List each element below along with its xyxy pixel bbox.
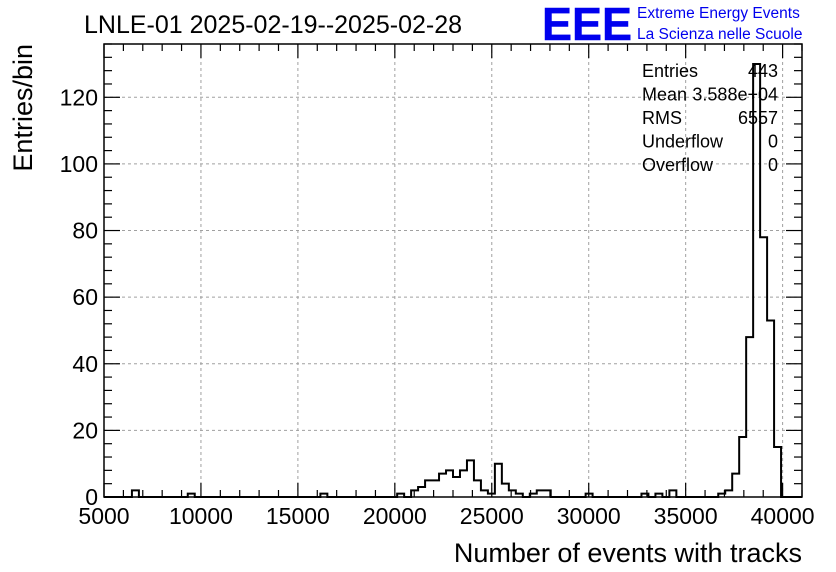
x-tick-label: 25000 [460,503,524,529]
histogram-bin [481,490,488,497]
y-tick-label: 20 [72,417,98,443]
histogram-bin [774,447,781,497]
grid [104,44,802,497]
histogram-bin [537,490,544,497]
x-tick-label: 10000 [169,503,233,529]
x-tick-labels: 5000 10000 15000 20000 25000 30000 35000 40000 [78,503,814,529]
logo-line2: La Scienza nelle Scuole [637,26,802,43]
histogram-bin [418,487,425,497]
histogram-bin [425,480,432,497]
x-axis-label: Number of events with tracks [454,538,802,568]
y-tick-labels: 0 20 40 60 80 100 120 [60,84,98,510]
stats-value: 6557 [738,108,778,128]
stats-label: Entries [642,61,698,81]
histogram-series [104,62,802,498]
histogram-bin [474,480,481,497]
stats-value: 0 [768,132,778,152]
histogram-bin [439,474,446,497]
x-tick-label: 30000 [557,503,621,529]
histogram-bin [739,437,746,497]
y-tick-label: 80 [72,218,98,244]
stats-label: RMS [642,108,682,128]
histogram-bin [502,484,509,497]
histogram-bin [446,470,453,497]
x-tick-label: 35000 [654,503,718,529]
stats-value: 443 [748,61,778,81]
histogram-bin [753,64,760,497]
stats-value: 3.588e+04 [692,85,778,105]
y-axis-label: Entries/bin [8,44,38,172]
stats-label: Mean [642,85,687,105]
histogram-bin [460,470,467,497]
stats-box: Entries 443 Mean 3.588e+04 RMS 6557 Underflow 0… [642,61,778,175]
histogram-bin [725,490,732,497]
y-tick-label: 100 [60,151,98,177]
stats-label: Underflow [642,132,724,152]
histogram-bin [767,320,774,497]
x-tick-label: 15000 [266,503,330,529]
logo-mark: EEE [542,0,632,50]
histogram-bin [732,474,739,497]
x-tick-label: 40000 [751,503,815,529]
y-tick-label: 120 [60,84,98,110]
histogram-bin [132,490,139,497]
histogram-bin [509,490,516,497]
chart-title: LNLE-01 2025-02-19--2025-02-28 [84,11,462,39]
eee-logo: EEE Extreme Energy Events La Scienza nel… [542,0,803,50]
y-tick-label: 0 [85,484,98,510]
histogram-bin [495,464,502,497]
stats-label: Overflow [642,155,714,175]
histogram-outline [104,62,802,498]
plot-frame [103,43,803,498]
stats-value: 0 [768,155,778,175]
y-tick-label: 60 [72,284,98,310]
histogram-bin [453,477,460,497]
x-tick-label: 20000 [363,503,427,529]
histogram-bin [760,237,767,497]
histogram-bin [746,337,753,497]
x-tick-label: 5000 [78,503,129,529]
y-tick-label: 40 [72,351,98,377]
logo-line1: Extreme Energy Events [637,5,800,22]
histogram-bin [669,490,676,497]
